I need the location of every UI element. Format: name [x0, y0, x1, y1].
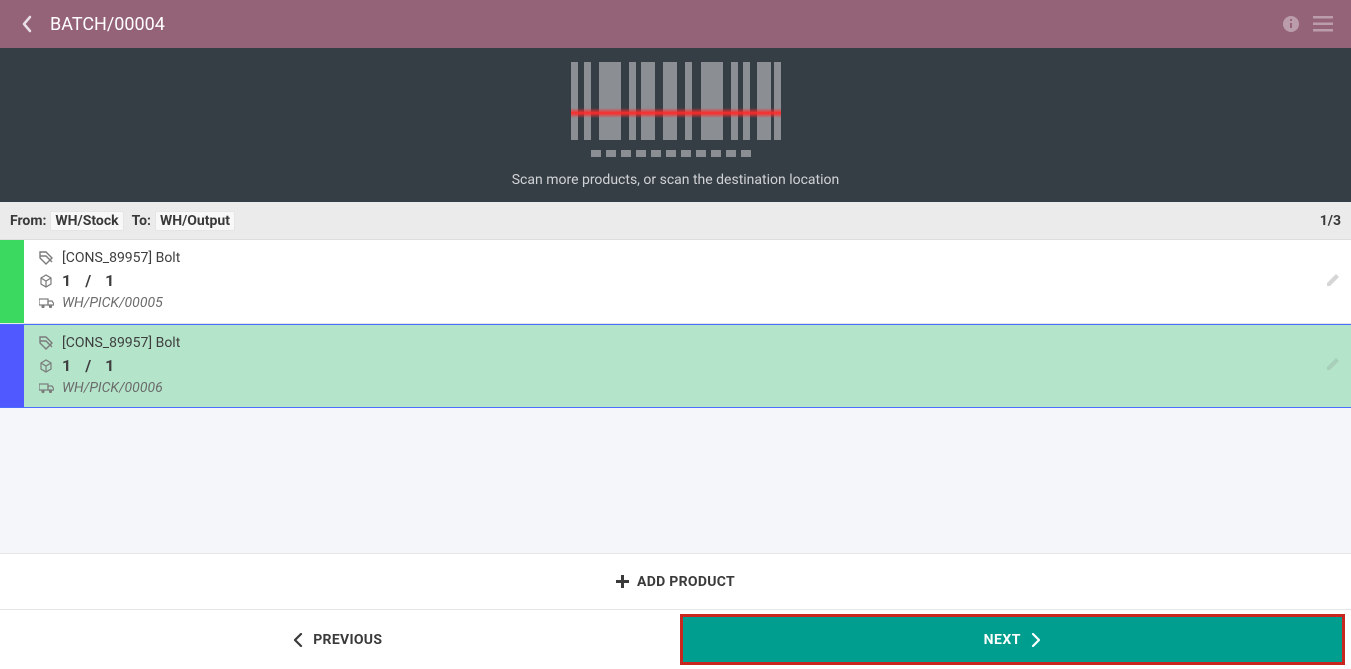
edit-line-button[interactable] — [1325, 272, 1341, 292]
picking-reference: WH/PICK/00006 — [62, 380, 163, 396]
app-header: BATCH/00004 — [0, 0, 1351, 48]
qty-done: 1 — [62, 271, 71, 290]
qty-separator: / — [85, 356, 91, 375]
product-line[interactable]: [CONS_89957] Bolt 1 / 1 WH/PICK/00005 — [0, 240, 1351, 324]
add-product-label: ADD PRODUCT — [637, 574, 735, 590]
page-counter: 1/3 — [1320, 213, 1341, 229]
qty-done: 1 — [62, 356, 71, 375]
qty-separator: / — [85, 271, 91, 290]
next-label: NEXT — [984, 632, 1021, 648]
edit-line-button[interactable] — [1325, 356, 1341, 376]
line-body: [CONS_89957] Bolt 1 / 1 WH/PICK/00005 — [24, 240, 1351, 323]
nav-bar: PREVIOUS NEXT — [0, 609, 1351, 669]
status-accent — [0, 325, 24, 407]
box-icon — [38, 359, 54, 373]
pencil-icon — [1325, 272, 1341, 288]
product-name: [CONS_89957] Bolt — [62, 250, 180, 266]
menu-button[interactable] — [1307, 8, 1339, 40]
next-wrapper: NEXT — [676, 610, 1351, 669]
to-label: To: — [132, 213, 151, 229]
scan-instruction: Scan more products, or scan the destinat… — [512, 172, 840, 188]
product-name: [CONS_89957] Bolt — [62, 335, 180, 351]
product-lines: [CONS_89957] Bolt 1 / 1 WH/PICK/00005 — [0, 240, 1351, 408]
chevron-left-icon — [21, 15, 33, 33]
chevron-left-icon — [293, 633, 303, 647]
qty-demand: 1 — [105, 356, 114, 375]
previous-button[interactable]: PREVIOUS — [0, 610, 676, 669]
status-accent — [0, 240, 24, 323]
next-button[interactable]: NEXT — [680, 614, 1346, 665]
hamburger-icon — [1313, 16, 1333, 32]
box-icon — [38, 274, 54, 288]
plus-icon — [616, 575, 629, 588]
qty-demand: 1 — [105, 271, 114, 290]
barcode-panel: Scan more products, or scan the destinat… — [0, 48, 1351, 202]
back-button[interactable] — [12, 9, 42, 39]
add-product-button[interactable]: ADD PRODUCT — [0, 553, 1351, 609]
picking-reference: WH/PICK/00005 — [62, 295, 163, 311]
previous-label: PREVIOUS — [313, 632, 382, 648]
info-button[interactable] — [1275, 8, 1307, 40]
from-label: From: — [10, 213, 46, 229]
chevron-right-icon — [1031, 633, 1041, 647]
tag-icon — [38, 336, 54, 350]
info-icon — [1282, 15, 1300, 33]
product-line[interactable]: [CONS_89957] Bolt 1 / 1 WH/PICK/00006 — [0, 324, 1351, 408]
to-location[interactable]: WH/Output — [155, 211, 235, 231]
pencil-icon — [1325, 356, 1341, 372]
line-body: [CONS_89957] Bolt 1 / 1 WH/PICK/00006 — [24, 325, 1351, 407]
location-bar: From: WH/Stock To: WH/Output 1/3 — [0, 202, 1351, 240]
truck-icon — [38, 297, 54, 309]
barcode-icon — [571, 62, 781, 160]
from-location[interactable]: WH/Stock — [50, 211, 123, 231]
spacer — [0, 408, 1351, 553]
page-title: BATCH/00004 — [50, 14, 1275, 35]
truck-icon — [38, 382, 54, 394]
tag-icon — [38, 251, 54, 265]
